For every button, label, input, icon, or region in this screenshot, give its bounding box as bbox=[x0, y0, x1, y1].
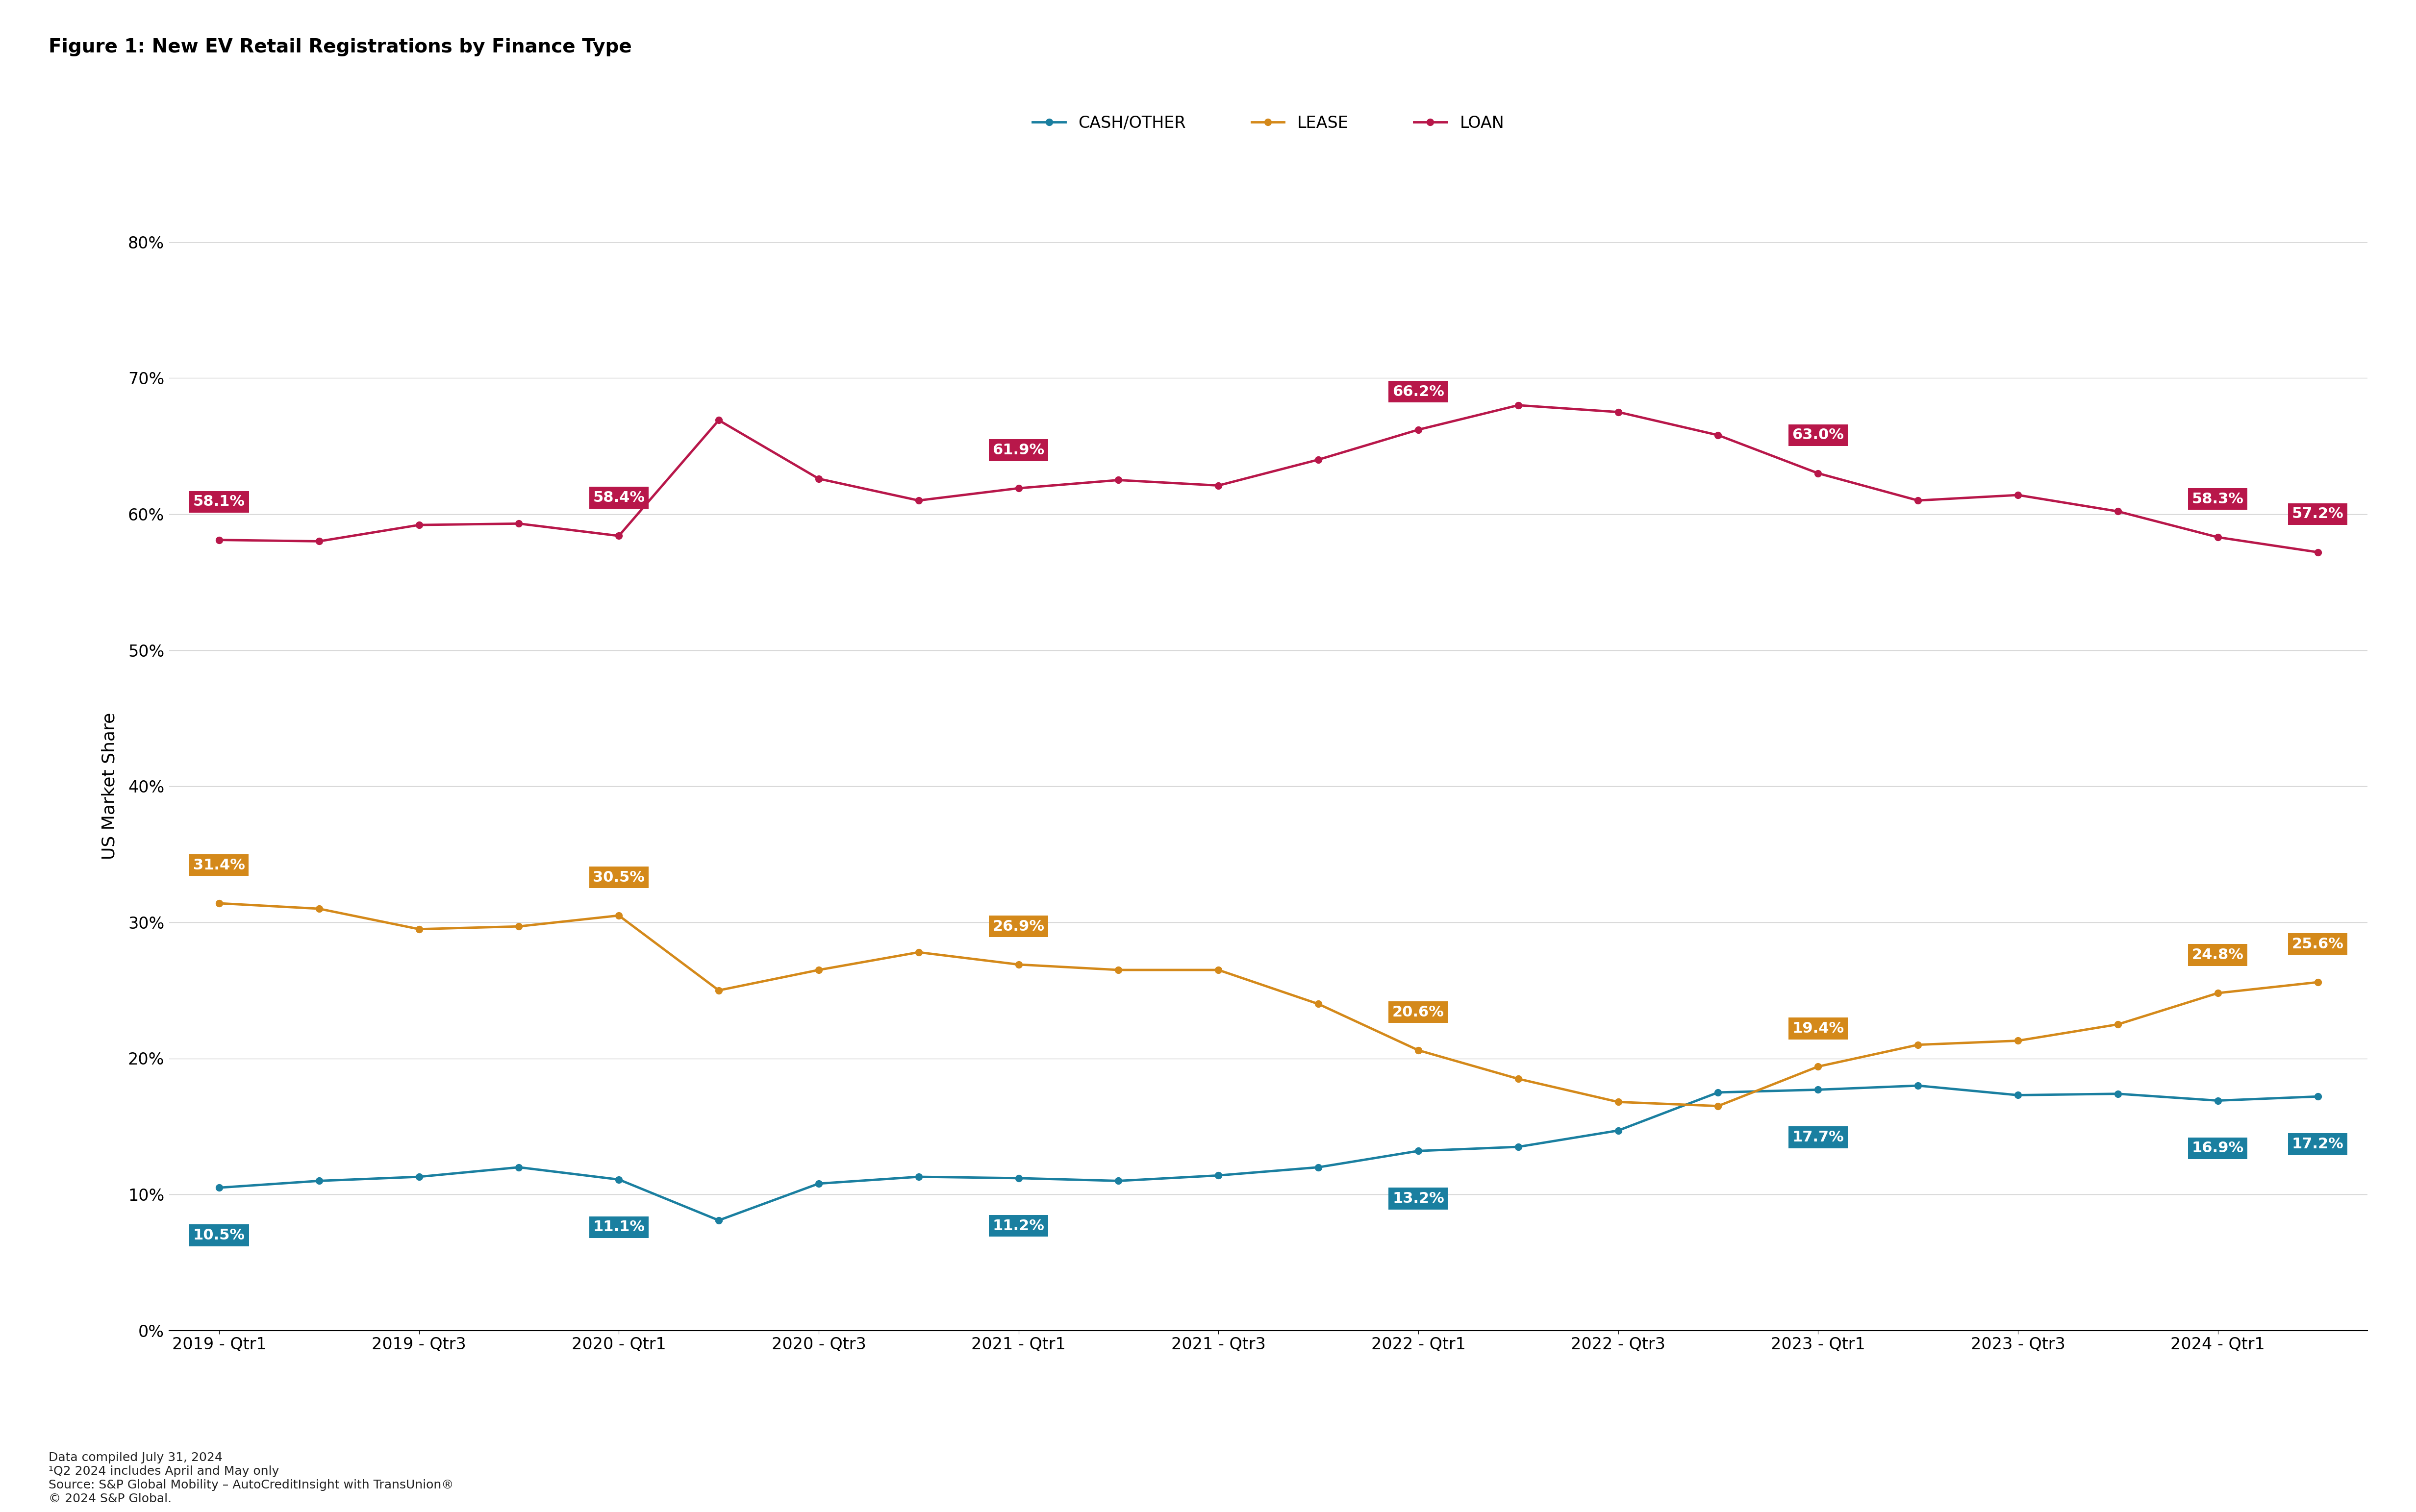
Text: 19.4%: 19.4% bbox=[1793, 1021, 1843, 1036]
Text: 31.4%: 31.4% bbox=[193, 857, 244, 872]
Text: 20.6%: 20.6% bbox=[1392, 1005, 1445, 1019]
Text: 17.2%: 17.2% bbox=[2293, 1137, 2344, 1151]
Text: 58.4%: 58.4% bbox=[592, 490, 645, 505]
Legend: CASH/OTHER, LEASE, LOAN: CASH/OTHER, LEASE, LOAN bbox=[1027, 109, 1510, 138]
Text: 57.2%: 57.2% bbox=[2293, 507, 2344, 522]
Text: 13.2%: 13.2% bbox=[1392, 1191, 1445, 1205]
Text: Data compiled July 31, 2024
¹Q2 2024 includes April and May only
Source: S&P Glo: Data compiled July 31, 2024 ¹Q2 2024 inc… bbox=[48, 1452, 454, 1504]
Text: 61.9%: 61.9% bbox=[993, 443, 1044, 457]
Text: Figure 1: New EV Retail Registrations by Finance Type: Figure 1: New EV Retail Registrations by… bbox=[48, 38, 631, 56]
Text: 66.2%: 66.2% bbox=[1392, 384, 1445, 399]
Text: 30.5%: 30.5% bbox=[592, 871, 645, 885]
Text: 16.9%: 16.9% bbox=[2191, 1142, 2244, 1155]
Text: 11.1%: 11.1% bbox=[592, 1220, 645, 1234]
Text: 58.3%: 58.3% bbox=[2191, 491, 2244, 507]
Text: 58.1%: 58.1% bbox=[193, 494, 244, 510]
Text: 17.7%: 17.7% bbox=[1793, 1129, 1843, 1145]
Text: 10.5%: 10.5% bbox=[193, 1228, 244, 1243]
Text: 25.6%: 25.6% bbox=[2293, 937, 2344, 951]
Text: 26.9%: 26.9% bbox=[993, 919, 1044, 933]
Y-axis label: US Market Share: US Market Share bbox=[101, 712, 118, 860]
Text: 11.2%: 11.2% bbox=[993, 1219, 1044, 1232]
Text: 24.8%: 24.8% bbox=[2191, 948, 2244, 962]
Text: 63.0%: 63.0% bbox=[1793, 428, 1843, 443]
